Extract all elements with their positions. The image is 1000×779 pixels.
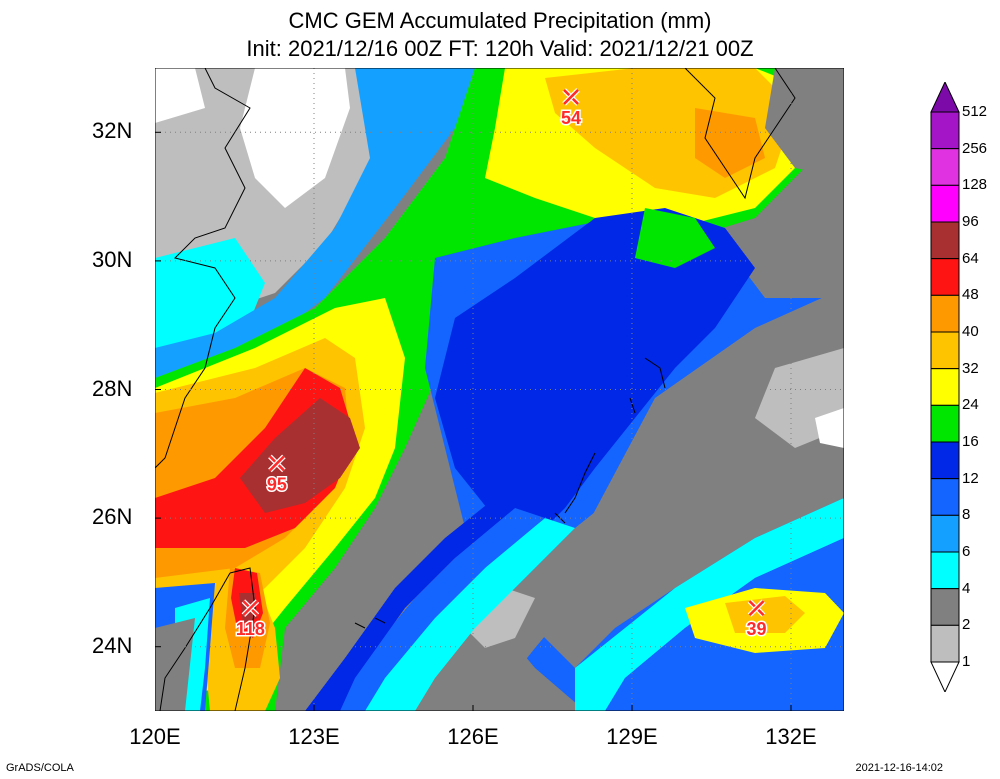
lon-tick-label: 129E xyxy=(606,724,658,749)
footer-timestamp: 2021-12-16-14:02 xyxy=(855,762,943,774)
precipitation-map: 54 95 118 39 xyxy=(155,68,844,711)
colorbar-level-label: 40 xyxy=(962,323,979,340)
field-cyan-lowmid xyxy=(355,518,575,711)
field-white-top xyxy=(240,68,350,208)
colorbar-level-label: 1 xyxy=(962,653,971,670)
lon-tick-label: 123E xyxy=(288,724,340,749)
maxima-markers: 54 95 118 39 xyxy=(234,88,768,641)
colorbar-level-label: 12 xyxy=(962,469,979,487)
field-gray-topright xyxy=(765,68,844,178)
colorbar-level-label: 48 xyxy=(962,286,979,304)
colorbar-level-label: 2 xyxy=(962,616,971,634)
field-green-patch xyxy=(635,208,715,268)
colorbar-level-label: 96 xyxy=(962,213,979,230)
colorbar-level-label: 16 xyxy=(962,433,979,450)
axis-ticks xyxy=(155,131,792,711)
lon-tick-label: 120E xyxy=(129,724,181,749)
field-taiwan-gray xyxy=(155,618,195,711)
colorbar-level-label: 6 xyxy=(962,543,971,560)
coastline-taiwan xyxy=(159,567,256,711)
colorbar-segment xyxy=(930,148,960,186)
field-lightgray-lowmid xyxy=(465,588,535,648)
field-orange-lowright xyxy=(725,596,805,633)
colorbar-level-label: 64 xyxy=(962,249,979,267)
chart-subtitle: Init: 2021/12/16 00Z FT: 120h Valid: 202… xyxy=(246,36,754,61)
colorbar-segment xyxy=(930,588,960,626)
lat-tick-label: 28N xyxy=(92,375,133,401)
colorbar-segment xyxy=(930,111,960,150)
colorbar-segment xyxy=(930,294,960,333)
field-lightblue-band xyxy=(155,68,475,388)
colorbar-level-label: 24 xyxy=(962,396,979,414)
max-value-label: 95 xyxy=(267,474,287,494)
colorbar-segment xyxy=(930,82,960,113)
lat-tick-label: 26N xyxy=(92,504,133,530)
colorbar-segment xyxy=(930,258,960,296)
colorbar-segment xyxy=(930,404,960,443)
colorbar-segment xyxy=(930,624,960,663)
lon-tick-label: 126E xyxy=(447,724,499,749)
lon-tick-label: 132E xyxy=(765,724,817,749)
colorbar-segment xyxy=(930,221,960,260)
colorbar xyxy=(930,82,960,692)
max-value-label: 54 xyxy=(561,108,581,128)
lat-tick-label: 24N xyxy=(92,632,133,658)
field-gray-lowright xyxy=(535,288,844,668)
field-darkblue-lowmid xyxy=(305,498,515,711)
footer-credit: GrADS/COLA xyxy=(6,762,74,774)
colorbar-segment xyxy=(930,514,960,553)
max-marker: 39 xyxy=(745,599,768,641)
max-marker: 95 xyxy=(265,454,288,496)
colorbar-segment xyxy=(930,551,960,590)
colorbar-level-label: 8 xyxy=(962,506,971,524)
grid-lines xyxy=(155,68,844,711)
colorbar-level-label: 512 xyxy=(962,103,988,120)
colorbar-level-label: 128 xyxy=(962,176,988,194)
lat-tick-label: 30N xyxy=(92,246,133,272)
coastline-kyushu xyxy=(684,68,796,200)
lat-tick-label: 32N xyxy=(92,118,133,144)
colorbar-level-label: 32 xyxy=(962,359,979,377)
max-value-label: 39 xyxy=(747,619,767,639)
chart-title: CMC GEM Accumulated Precipitation (mm) xyxy=(288,8,712,33)
field-darkred-max xyxy=(240,398,360,513)
colorbar-segment xyxy=(930,331,960,370)
field-gray-lowmid xyxy=(405,468,675,711)
colorbar-segment xyxy=(930,184,960,223)
field-darkorange-top xyxy=(695,108,765,178)
field-white-tl xyxy=(155,68,205,123)
max-marker: 54 xyxy=(560,88,583,129)
coastline-china xyxy=(155,68,251,469)
colorbar-segment xyxy=(930,441,960,480)
field-darkblue-core xyxy=(435,208,755,538)
colorbar-level-label: 4 xyxy=(962,579,971,597)
field-blue-lowmid xyxy=(325,508,545,711)
max-value-label: 118 xyxy=(236,619,265,639)
colorbar-segment xyxy=(930,478,960,516)
colorbar-segment xyxy=(930,368,960,406)
field-white-lowright xyxy=(815,408,844,448)
max-marker: 118 xyxy=(234,599,266,641)
colorbar-level-label: 256 xyxy=(962,139,988,157)
colorbar-segment xyxy=(930,661,960,692)
